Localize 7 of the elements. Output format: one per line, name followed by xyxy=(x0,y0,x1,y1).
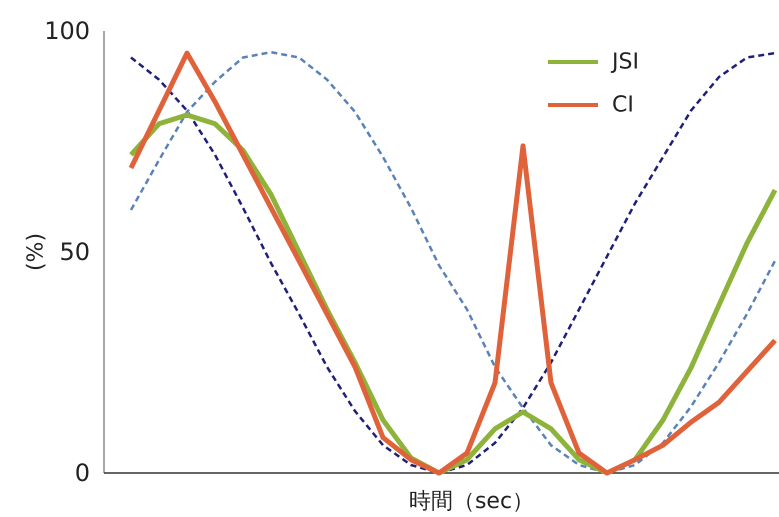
y-tick-label: 100 xyxy=(44,17,90,45)
legend-label: CI xyxy=(612,92,634,118)
y-axis-title: (%) xyxy=(24,232,48,272)
legend-label: JSI xyxy=(610,50,639,74)
y-tick-label: 0 xyxy=(74,459,90,487)
x-axis-title: 時間（sec） xyxy=(408,489,534,514)
y-tick-label: 50 xyxy=(59,238,90,266)
